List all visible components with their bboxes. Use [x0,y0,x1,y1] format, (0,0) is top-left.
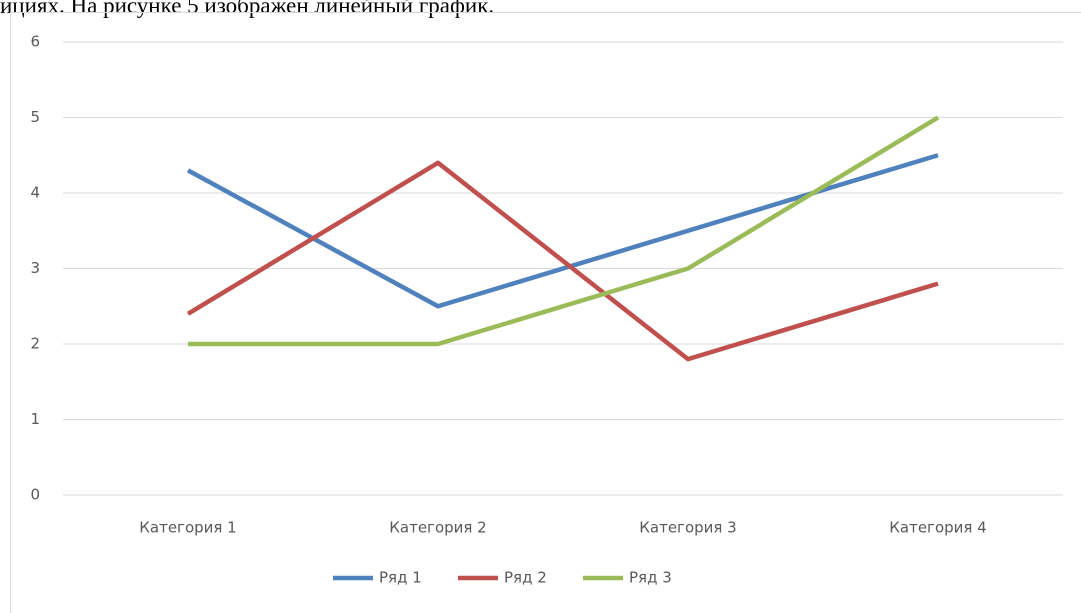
line-series [186,160,939,362]
legend-label: Ряд 3 [629,569,672,587]
line-series [186,153,939,309]
x-tick-label: Категория 1 [139,519,236,537]
chart-frame [10,12,1081,613]
y-tick-label: 6 [30,33,40,51]
y-tick-label: 0 [30,486,40,504]
y-tick-label: 2 [30,335,40,353]
caption-text: ициях. На рисунке 5 изображен линейный г… [0,0,494,18]
y-tick-label: 5 [30,108,40,126]
y-tick-label: 3 [30,259,40,277]
y-tick-label: 1 [30,410,40,428]
line-series [188,115,940,347]
y-tick-label: 4 [30,184,40,202]
legend-label: Ряд 1 [379,569,422,587]
legend-label: Ряд 2 [504,569,547,587]
x-tick-label: Категория 4 [889,519,986,537]
x-tick-label: Категория 2 [389,519,486,537]
x-tick-label: Категория 3 [639,519,736,537]
